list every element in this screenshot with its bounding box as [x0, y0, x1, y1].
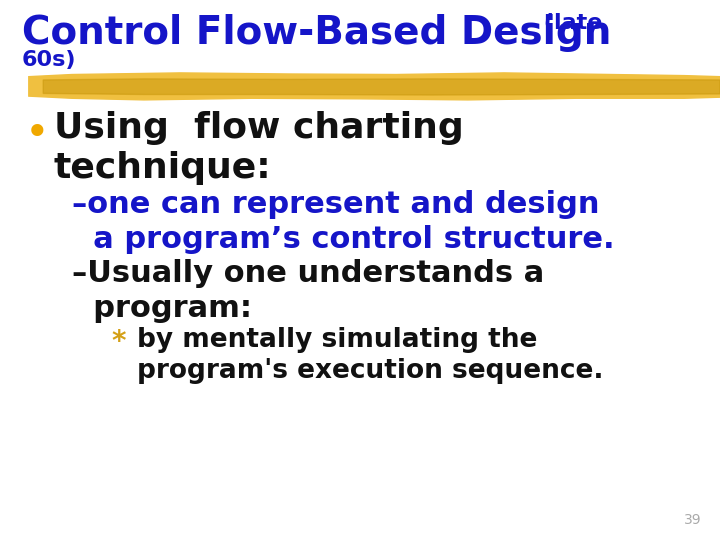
Text: 39: 39: [685, 512, 702, 526]
Text: 60s): 60s): [22, 50, 76, 70]
Text: –Usually one understands a
  program:: –Usually one understands a program:: [72, 259, 544, 323]
Text: by mentally simulating the
program's execution sequence.: by mentally simulating the program's exe…: [137, 327, 603, 384]
Text: –one can represent and design
  a program’s control structure.: –one can represent and design a program’…: [72, 190, 615, 254]
Polygon shape: [43, 79, 720, 95]
Text: Using  flow charting
technique:: Using flow charting technique:: [54, 111, 464, 185]
Text: •: •: [25, 113, 50, 156]
Polygon shape: [29, 73, 720, 100]
Text: *: *: [112, 328, 126, 356]
Text: (late: (late: [536, 14, 603, 33]
Text: Control Flow-Based Design: Control Flow-Based Design: [22, 14, 611, 51]
